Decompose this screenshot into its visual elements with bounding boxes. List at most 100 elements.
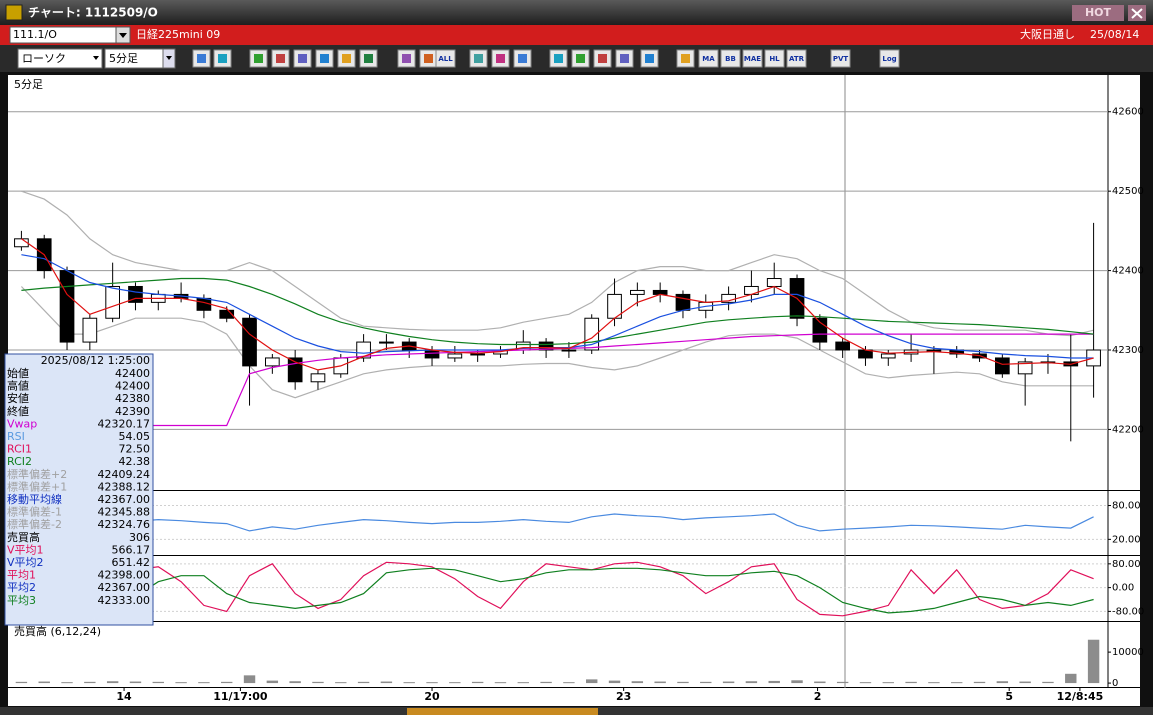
info-value: 42367.00 [98,581,151,594]
info-value: 42320.17 [98,417,151,430]
y-tick-label: 0.00 [1112,583,1134,594]
hot-label: HOT [1085,6,1112,19]
x-axis-panel [8,688,1140,706]
candle-body [219,309,235,319]
volume-bar [996,681,1009,684]
arrow-icon [166,56,172,60]
candle-body [766,278,782,287]
volume-bar [677,681,689,684]
tool-glyph [254,54,263,63]
info-value: 42345.88 [98,506,151,519]
y-tick-label: 42300 [1112,345,1144,356]
series-line [21,513,1094,532]
series-line [21,567,1094,614]
close-icon [1131,8,1143,19]
volume-bar [928,682,940,684]
y-tick-label: 80.00 [1112,559,1141,570]
y-tick-label: 42600 [1112,107,1144,118]
candle-body [561,349,577,352]
volume-bar [335,682,347,684]
candle-body [926,349,942,352]
tool-glyph [364,54,373,63]
tool-button[interactable] [786,49,807,68]
volume-bar [380,681,393,684]
volume-bar [221,681,233,684]
volume-bar [768,680,780,684]
x-tick-label: 23 [616,690,631,703]
hot-button[interactable] [1072,5,1124,21]
x-tick-label: 5 [1005,690,1013,703]
instrument-name: 日経225mini 09 [136,28,220,41]
candle-body [538,341,554,351]
tool-button-label: HL [769,55,780,63]
volume-bar [106,681,119,684]
volume-bar [494,682,507,684]
volume-bar [15,681,28,684]
tool-button[interactable] [435,49,456,68]
tool-button-label: MA [702,55,715,63]
tool-button[interactable] [764,49,785,68]
x-tick-label: 14 [116,690,132,703]
info-value: 72.50 [119,443,151,456]
arrow-icon [119,33,127,38]
info-value: 42390 [115,405,150,418]
info-value: 42400 [115,367,150,380]
series-line [20,286,1094,399]
info-label: 標準偏差+2 [7,467,67,481]
info-label: 平均3 [7,594,36,607]
scroll-thumb[interactable] [407,708,598,715]
pane-title: 5分足 [14,78,43,91]
candle-body [379,341,394,344]
volume-bar [61,682,73,684]
info-value: 42333.00 [98,594,151,607]
info-label: 標準偏差-2 [7,517,62,531]
info-value: 42367.00 [98,493,151,506]
info-value: 42380 [115,392,150,405]
session: 大阪日通し [1020,27,1075,41]
candle-body [424,349,440,359]
tool-glyph [518,54,527,63]
tool-glyph [620,54,629,63]
tool-button[interactable] [830,49,851,68]
volume-bar [814,681,826,684]
volume-bar [175,682,187,684]
candle-body [310,373,326,383]
symbol: 111.1/O [13,28,57,41]
pane-title: 売買高 (6,12,24) [14,624,101,638]
volume-bar [608,680,621,684]
info-label: RSI [7,430,25,443]
volume-bar [745,681,758,684]
app-icon [5,4,23,21]
tool-button[interactable] [698,49,719,68]
tool-glyph [402,54,411,63]
volume-bar [905,681,917,684]
chart-type-combo[interactable] [17,48,103,69]
tool-button[interactable] [742,49,763,68]
volume-bar [1087,639,1100,684]
tool-button[interactable] [720,49,741,68]
y-tick-label: 42200 [1112,424,1144,435]
info-label: 安値 [7,391,29,405]
info-value: 42.38 [119,455,151,468]
candle-body [880,353,896,359]
info-label: 売買高 [7,530,40,544]
info-value: 566.17 [112,543,151,556]
info-value: 42324.76 [98,518,151,531]
tool-button-label: PVT [833,55,849,63]
info-label: 終値 [7,404,29,418]
volume-bar [1019,681,1031,684]
volume-bar [859,682,872,684]
info-label: RCI1 [7,443,32,456]
tool-glyph [424,54,433,63]
candle-body [630,289,645,295]
volume-bar [563,682,575,684]
y-tick-label: 20.00 [1112,534,1141,545]
tool-glyph [197,54,206,63]
tool-button[interactable] [879,49,900,68]
volume-bar [1065,673,1077,684]
y-tick-label: 80.00 [1112,501,1141,512]
tool-glyph [576,54,585,63]
series-line [21,333,1094,427]
volume-bar [586,679,598,684]
